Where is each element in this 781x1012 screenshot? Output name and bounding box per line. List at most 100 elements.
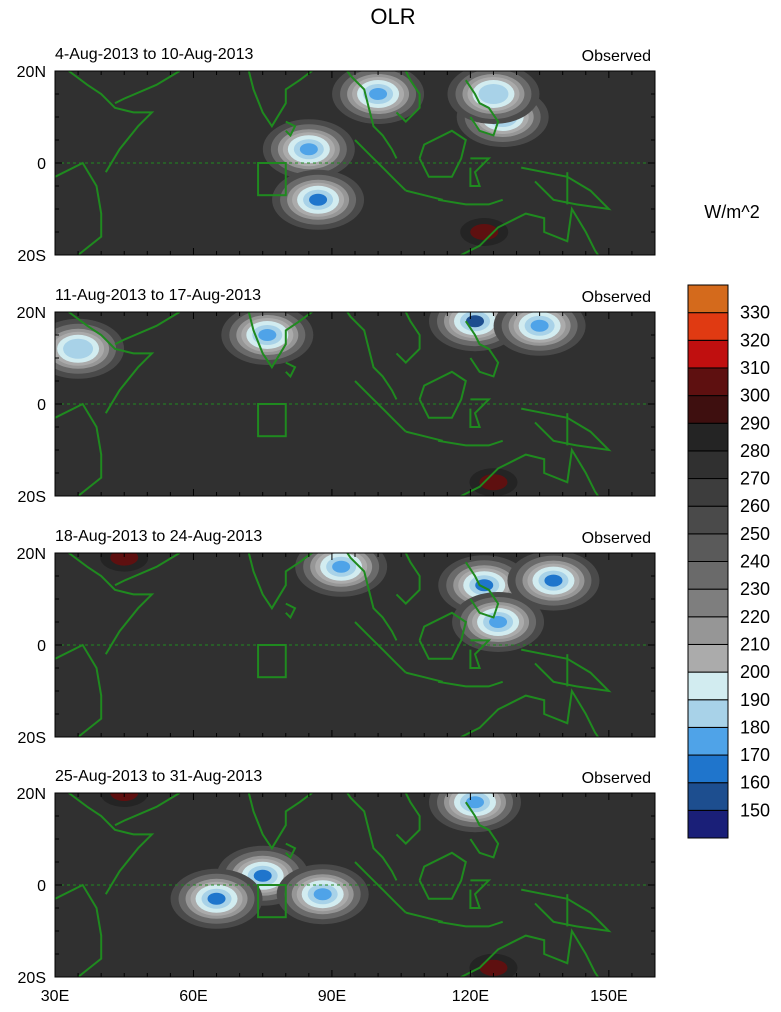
olr-field <box>55 312 586 496</box>
panel-period: 4-Aug-2013 to 10-Aug-2013 <box>55 46 253 63</box>
coastlines <box>55 71 612 255</box>
colorbar-label: 270 <box>740 469 770 489</box>
x-tick-label: 150E <box>590 988 627 1005</box>
colorbar-swatch <box>687 561 729 590</box>
olr-low-contour <box>253 869 272 882</box>
colorbar-swatch <box>687 726 729 756</box>
olr-low-contour <box>258 329 277 341</box>
coastline <box>354 380 407 433</box>
coastline <box>469 157 492 187</box>
coastline <box>418 851 467 900</box>
colorbar-label: 320 <box>740 330 770 350</box>
x-tick-label: 120E <box>452 988 489 1005</box>
colorbar-swatch <box>687 671 729 701</box>
olr-high-contour <box>479 959 508 976</box>
colorbar-swatch <box>687 699 729 728</box>
coastline <box>418 129 467 178</box>
coastline <box>395 71 421 124</box>
x-tick-label: 90E <box>318 988 346 1005</box>
coastline <box>437 198 504 206</box>
coastline <box>469 639 492 669</box>
colorbar-swatch <box>687 643 729 673</box>
coastline <box>464 561 500 619</box>
colorbar: 150 160 170 180 190 200 210 220 230 240 250 260 270 2… <box>687 284 770 839</box>
coastline <box>395 793 421 846</box>
coastline <box>458 928 600 977</box>
coastline <box>285 361 297 379</box>
coastline <box>464 320 500 378</box>
y-tick-label: 0 <box>37 878 46 895</box>
colorbar-swatch <box>687 284 729 314</box>
panel-label: Observed <box>582 48 651 65</box>
olr-field <box>100 553 600 652</box>
coastline <box>68 793 155 895</box>
y-tick-label: 20S <box>18 970 46 987</box>
colorbar-swatch <box>687 312 729 341</box>
colorbar-label: 280 <box>740 441 770 461</box>
y-tick-label: 0 <box>37 397 46 414</box>
y-tick-label: 20S <box>18 730 46 747</box>
coastline <box>521 888 612 933</box>
panel-period: 11-Aug-2013 to 17-Aug-2013 <box>55 287 261 304</box>
olr-low-contour <box>207 892 226 905</box>
coastline <box>437 439 504 447</box>
coastlines <box>55 312 612 496</box>
colorbar-label: 310 <box>740 358 770 378</box>
colorbar-label: 220 <box>740 607 770 627</box>
coastline <box>346 71 398 159</box>
y-tick-label: 20N <box>17 64 46 81</box>
colorbar-label: 160 <box>740 773 770 793</box>
coastline <box>285 842 297 860</box>
colorbar-label: 190 <box>740 690 770 710</box>
coastline <box>437 920 504 928</box>
y-tick-label: 0 <box>37 638 46 655</box>
x-tick-label: 60E <box>179 988 207 1005</box>
colorbar-label: 210 <box>740 634 770 654</box>
x-tick-label: 30E <box>41 988 69 1005</box>
colorbar-swatch <box>687 754 729 784</box>
colorbar-label: 330 <box>740 303 770 323</box>
olr-field <box>100 793 521 977</box>
coastline <box>458 206 600 255</box>
coastline <box>114 312 181 346</box>
coastlines <box>55 553 612 737</box>
colorbar-label: 250 <box>740 524 770 544</box>
colorbar-label: 200 <box>740 662 770 682</box>
olr-high-contour <box>479 474 508 491</box>
coastline <box>114 793 181 827</box>
y-tick-label: 0 <box>37 156 46 173</box>
coastline <box>464 79 500 137</box>
panel-period: 18-Aug-2013 to 24-Aug-2013 <box>55 528 262 545</box>
colorbar-swatch <box>687 339 729 369</box>
colorbar-swatch <box>687 478 729 507</box>
coastline <box>68 71 155 173</box>
olr-low-contour <box>369 88 388 100</box>
colorbar-swatch <box>687 533 729 562</box>
coastline <box>469 879 492 909</box>
coastline <box>458 688 600 737</box>
chart-title: OLR <box>370 4 415 29</box>
y-tick-label: 20N <box>17 786 46 803</box>
coastline <box>354 861 407 914</box>
coastline <box>418 370 467 419</box>
coastline <box>285 120 297 138</box>
colorbar-label: 170 <box>740 745 770 765</box>
olr-high-contour <box>470 224 499 240</box>
olr-low-contour <box>475 579 494 592</box>
y-tick-label: 20S <box>18 489 46 506</box>
colorbar-swatch <box>687 450 729 480</box>
olr-high-contour <box>110 553 139 566</box>
olr-low-contour <box>313 888 332 901</box>
coastline <box>405 430 443 442</box>
coastline <box>464 801 500 859</box>
coastline <box>458 447 600 496</box>
panels: 20N 0 20S 4-Aug-2013 to 10-Aug-2013 Observed… <box>17 46 656 987</box>
coastline <box>405 671 443 683</box>
colorbar-swatch <box>687 809 729 839</box>
panel-label: Observed <box>582 289 651 306</box>
olr-low-contour <box>309 193 328 206</box>
colorbar-swatch <box>687 588 729 618</box>
coastline <box>285 602 297 620</box>
y-tick-label: 20N <box>17 546 46 563</box>
coastline <box>521 407 612 452</box>
